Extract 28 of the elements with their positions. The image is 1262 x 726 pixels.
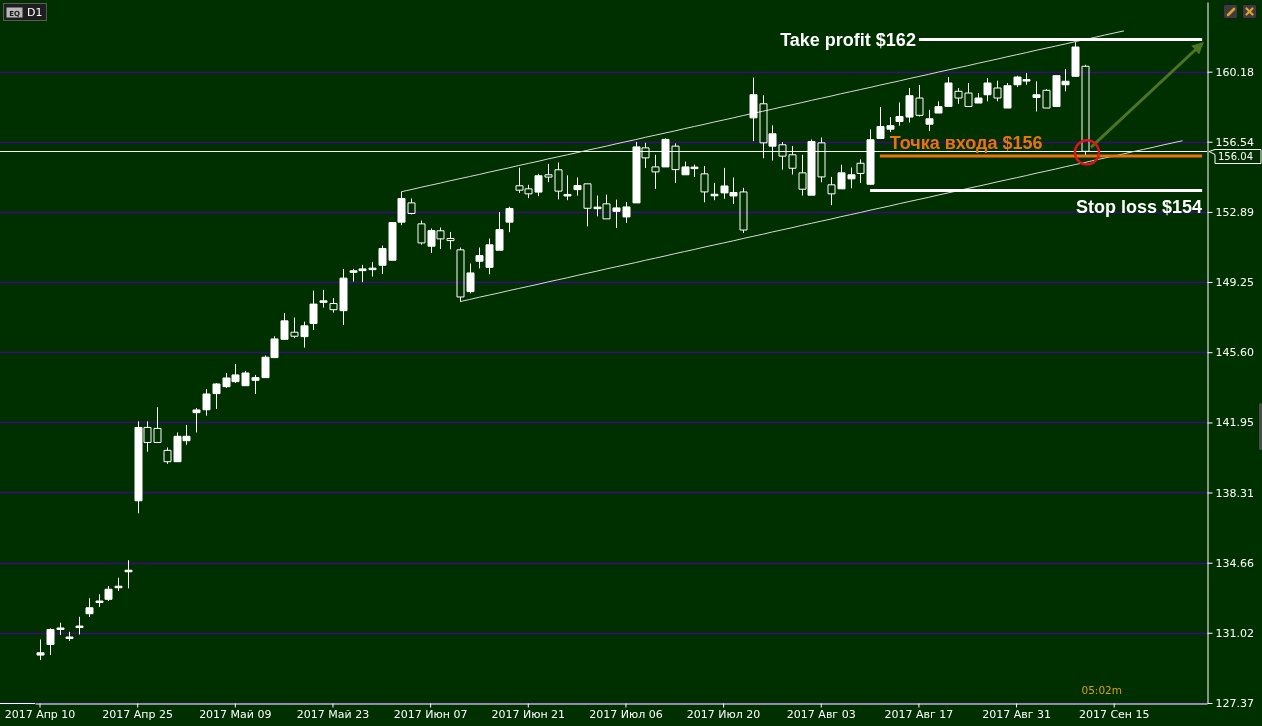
y-tick-label: 141.95 [1215, 416, 1254, 430]
y-tick-label: 138.31 [1215, 486, 1254, 500]
y-tick-label: 160.18 [1215, 65, 1254, 79]
x-tick-label: 2017 Сен 15 [1078, 708, 1150, 722]
x-tick-label: 2017 Июл 06 [589, 708, 663, 722]
x-tick-label: 2017 Июн 21 [491, 708, 566, 722]
y-tick-label: 152.89 [1215, 205, 1254, 219]
x-tick-label: 2017 Авг 17 [884, 708, 954, 722]
chart-title: D1 [27, 6, 43, 19]
x-tick-label: 2017 Июн 07 [393, 708, 468, 722]
y-tick-label: 134.66 [1215, 556, 1254, 570]
y-tick-label: 131.02 [1215, 626, 1254, 640]
x-tick-label: 2017 Июл 20 [686, 708, 761, 722]
y-tick-label: 127.37 [1215, 697, 1254, 711]
x-tick-label: 2017 Авг 03 [786, 708, 856, 722]
y-tick-label: 149.25 [1215, 276, 1254, 289]
series-label: Take profit $162 [780, 30, 916, 51]
y-tick-label: 145.60 [1215, 346, 1254, 360]
x-tick-label: 2017 Авг 31 [982, 708, 1051, 722]
x-tick-label: 2017 Май 09 [199, 708, 272, 722]
x-tick-label: 2017 Май 23 [296, 708, 370, 722]
ref-line-label: 156.04 [1218, 151, 1253, 162]
legend-label: Stop loss $154 [1076, 196, 1203, 217]
y-tick-label: 156.54 [1215, 135, 1254, 149]
x-tick-label: 2017 Апр 10 [4, 708, 76, 722]
series-label: Точка входа $156 [889, 132, 1043, 153]
annotation: 05:02m [1081, 684, 1122, 696]
x-tick-label: 2017 Апр 25 [102, 708, 173, 722]
